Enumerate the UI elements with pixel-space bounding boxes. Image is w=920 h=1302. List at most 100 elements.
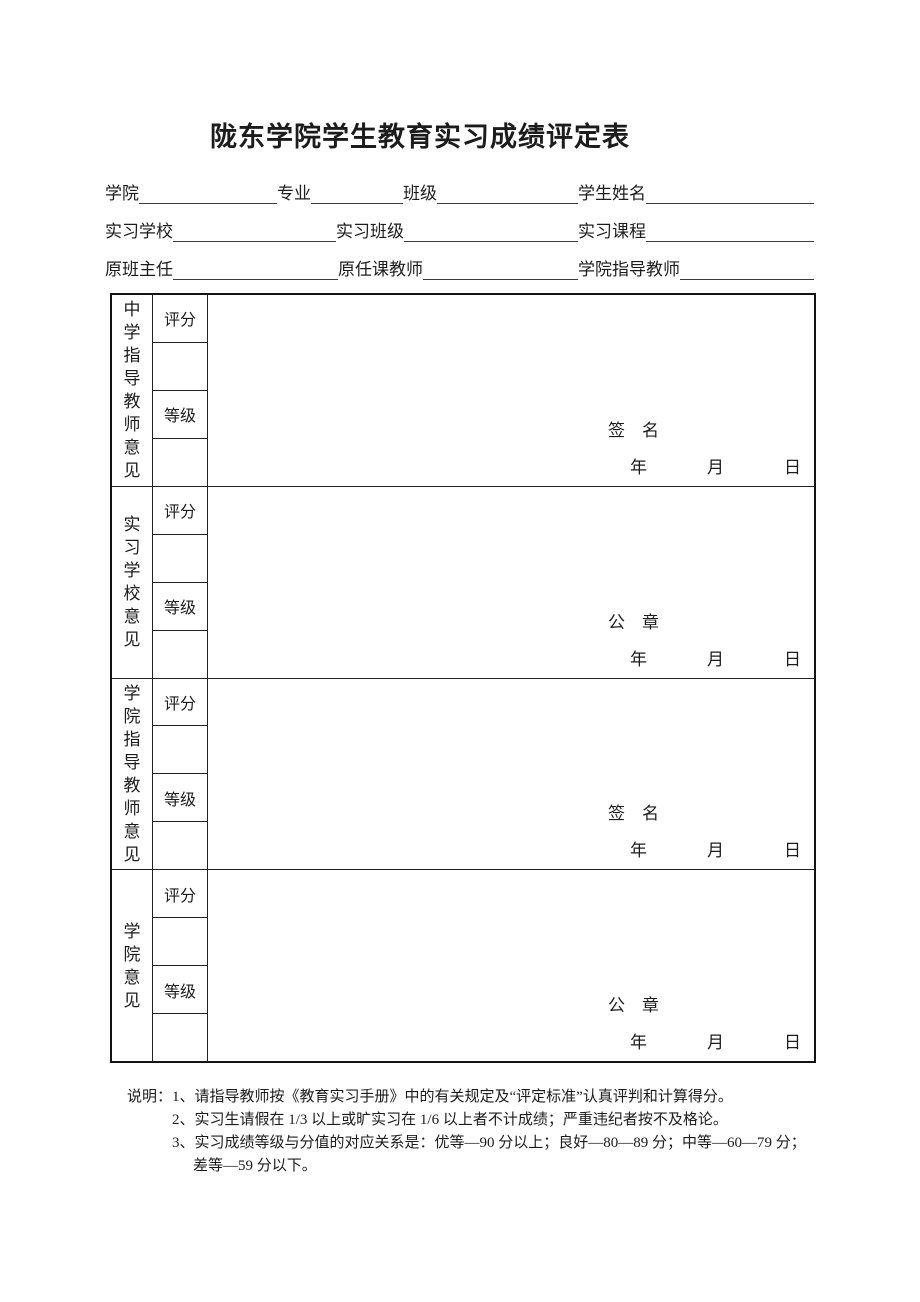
notes-prefix: 说明： — [127, 1089, 173, 1105]
grade-value-cell[interactable] — [153, 1014, 207, 1061]
internship-course-fill-line[interactable] — [646, 215, 814, 242]
score-label-cell: 评分 — [153, 870, 207, 919]
class-label: 班级 — [403, 184, 437, 204]
year-label: 年 — [630, 841, 647, 861]
score-label-cell: 评分 — [153, 487, 207, 535]
class-fill-line[interactable] — [437, 177, 578, 204]
signature-label: 签 名 — [608, 804, 659, 824]
header-row-2: 实习学校 实习班级 实习课程 — [105, 216, 814, 242]
college-supervisor-fill-line[interactable] — [680, 253, 814, 280]
original-head-teacher-fill-line[interactable] — [173, 253, 338, 280]
day-label: 日 — [784, 649, 801, 669]
note-item-1: 1、请指导教师按《教育实习手册》中的有关规定及“评定标准”认真评判和计算得分。 — [172, 1089, 733, 1105]
signature-block: 签 名 年 月 日 — [208, 804, 814, 861]
score-value-cell[interactable] — [153, 535, 207, 583]
score-grade-column: 评分 等级 — [153, 870, 208, 1061]
college-supervisor-label: 学院指导教师 — [578, 260, 680, 280]
internship-school-label: 实习学校 — [105, 222, 173, 242]
month-label: 月 — [707, 841, 724, 861]
seal-label: 公 章 — [608, 612, 659, 632]
opinion-content-cell[interactable]: 签 名 年 月 日 — [208, 295, 814, 486]
day-label: 日 — [784, 1033, 801, 1052]
internship-class-fill-line[interactable] — [404, 215, 578, 242]
opinion-content-cell[interactable]: 公 章 年 月 日 — [208, 487, 814, 678]
score-value-cell[interactable] — [153, 726, 207, 775]
grade-label-cell: 等级 — [153, 391, 207, 439]
section-internship-school-opinion: 实习学校意见 评分 等级 公 章 年 月 日 — [112, 486, 814, 679]
grade-value-cell[interactable] — [153, 822, 207, 869]
score-grade-column: 评分 等级 — [153, 295, 208, 486]
grade-label-cell: 等级 — [153, 966, 207, 1015]
group-label-cell: 中学指导教师意见 — [112, 295, 153, 486]
opinion-content-cell[interactable]: 公 章 年 月 日 — [208, 870, 814, 1061]
score-label: 评分 — [163, 695, 196, 713]
original-subject-teacher-label: 原任课教师 — [338, 260, 423, 280]
month-label: 月 — [707, 1033, 724, 1052]
group-label-cell: 学院指导教师意见 — [112, 678, 153, 870]
page-title: 陇东学院学生教育实习成绩评定表 — [210, 122, 630, 153]
signature-block: 公 章 年 月 日 — [208, 613, 814, 670]
internship-class-label: 实习班级 — [336, 222, 404, 242]
opinion-content-cell[interactable]: 签 名 年 月 日 — [208, 679, 814, 870]
score-value-cell[interactable] — [153, 918, 207, 967]
year-label: 年 — [630, 649, 647, 669]
score-grade-column: 评分 等级 — [153, 678, 208, 870]
score-grade-column: 评分 等级 — [153, 486, 208, 678]
notes-items: 1、请指导教师按《教育实习手册》中的有关规定及“评定标准”认真评判和计算得分。 … — [172, 1086, 817, 1178]
student-name-fill-line[interactable] — [646, 177, 814, 204]
note-item-2: 2、实习生请假在 1/3 以上或旷实习在 1/6 以上者不计成绩；严重违纪者按不… — [172, 1112, 728, 1128]
day-label: 日 — [784, 457, 801, 477]
month-label: 月 — [707, 457, 724, 477]
grade-label-cell: 等级 — [153, 774, 207, 823]
grade-label: 等级 — [163, 600, 196, 618]
section-college-supervisor-opinion: 学院指导教师意见 评分 等级 签 名 年 月 日 — [112, 678, 814, 871]
signature-label: 签 名 — [608, 420, 659, 440]
score-label: 评分 — [163, 312, 196, 330]
seal-label: 公 章 — [608, 996, 659, 1015]
year-label: 年 — [630, 1033, 647, 1052]
group-label: 学院指导教师意见 — [123, 683, 141, 864]
date-line: 年 月 日 — [630, 841, 814, 861]
date-line: 年 月 日 — [630, 1033, 814, 1053]
group-label-cell: 学院意见 — [112, 870, 153, 1061]
notes-block: 说明： 1、请指导教师按《教育实习手册》中的有关规定及“评定标准”认真评判和计算… — [127, 1086, 837, 1178]
score-value-cell[interactable] — [153, 343, 207, 391]
major-fill-line[interactable] — [311, 177, 403, 204]
college-fill-line[interactable] — [139, 177, 277, 204]
section-middle-school-teacher-opinion: 中学指导教师意见 评分 等级 签 名 年 月 日 — [112, 295, 814, 487]
internship-school-fill-line[interactable] — [173, 215, 336, 242]
score-label: 评分 — [163, 887, 196, 905]
original-subject-teacher-fill-line[interactable] — [423, 253, 578, 280]
grade-value-cell[interactable] — [153, 439, 207, 486]
signature-block: 公 章 年 月 日 — [208, 996, 814, 1053]
college-label: 学院 — [105, 184, 139, 204]
group-label: 实习学校意见 — [123, 515, 141, 650]
signature-block: 签 名 年 月 日 — [208, 421, 814, 478]
note-item-3: 3、实习成绩等级与分值的对应关系是：优等—90 分以上；良好—80—89 分；中… — [172, 1135, 806, 1174]
internship-course-label: 实习课程 — [578, 222, 646, 242]
score-label-cell: 评分 — [153, 679, 207, 727]
score-label-cell: 评分 — [153, 295, 207, 343]
group-label-cell: 实习学校意见 — [112, 486, 153, 678]
year-label: 年 — [630, 457, 647, 477]
header-row-3: 原班主任 原任课教师 学院指导教师 — [105, 254, 814, 280]
grade-value-cell[interactable] — [153, 631, 207, 678]
day-label: 日 — [784, 841, 801, 861]
date-line: 年 月 日 — [630, 650, 814, 670]
major-label: 专业 — [277, 184, 311, 204]
header-row-1: 学院 专业 班级 学生姓名 — [105, 178, 814, 204]
student-name-label: 学生姓名 — [578, 184, 646, 204]
date-line: 年 月 日 — [630, 458, 814, 478]
original-head-teacher-label: 原班主任 — [105, 260, 173, 280]
grade-label: 等级 — [163, 408, 196, 426]
score-label: 评分 — [163, 504, 196, 522]
grade-label: 等级 — [163, 791, 196, 809]
evaluation-table: 中学指导教师意见 评分 等级 签 名 年 月 日 — [110, 293, 816, 1063]
grade-label-cell: 等级 — [153, 583, 207, 631]
section-college-opinion: 学院意见 评分 等级 公 章 年 月 日 — [112, 870, 814, 1061]
month-label: 月 — [707, 649, 724, 669]
group-label: 中学指导教师意见 — [123, 300, 141, 481]
grade-label: 等级 — [163, 983, 196, 1001]
group-label: 学院意见 — [123, 921, 141, 1010]
